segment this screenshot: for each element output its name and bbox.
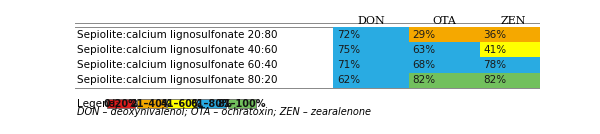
Text: 75%: 75% bbox=[337, 45, 360, 55]
Text: Sepiolite:calcium lignosulfonate 40:60: Sepiolite:calcium lignosulfonate 40:60 bbox=[77, 45, 278, 55]
Bar bbox=[409, 27, 479, 42]
Bar bbox=[333, 73, 409, 88]
Text: 81–100%: 81–100% bbox=[218, 99, 266, 109]
Text: ZEN: ZEN bbox=[500, 16, 526, 26]
Text: 0–20%: 0–20% bbox=[104, 99, 139, 109]
Bar bbox=[409, 57, 479, 73]
Text: Sepiolite:calcium lignosulfonate 80:20: Sepiolite:calcium lignosulfonate 80:20 bbox=[77, 75, 278, 85]
Bar bbox=[167, 99, 196, 108]
Text: OTA: OTA bbox=[432, 16, 456, 26]
Text: 68%: 68% bbox=[413, 60, 436, 70]
Bar bbox=[333, 57, 409, 73]
Bar bbox=[107, 99, 136, 108]
Text: Legend:: Legend: bbox=[77, 99, 119, 109]
Text: Sepiolite:calcium lignosulfonate 20:80: Sepiolite:calcium lignosulfonate 20:80 bbox=[77, 29, 278, 40]
Text: 29%: 29% bbox=[413, 29, 436, 40]
Bar bbox=[479, 73, 547, 88]
Bar bbox=[409, 42, 479, 57]
Bar bbox=[479, 57, 547, 73]
Bar bbox=[409, 73, 479, 88]
Bar bbox=[197, 99, 226, 108]
Text: 62%: 62% bbox=[337, 75, 360, 85]
Bar bbox=[479, 27, 547, 42]
Text: 41–60%: 41–60% bbox=[161, 99, 202, 109]
Bar bbox=[333, 42, 409, 57]
Text: 71%: 71% bbox=[337, 60, 360, 70]
Bar bbox=[479, 42, 547, 57]
Text: Sepiolite:calcium lignosulfonate 60:40: Sepiolite:calcium lignosulfonate 60:40 bbox=[77, 60, 278, 70]
Text: 61–80%: 61–80% bbox=[191, 99, 233, 109]
Text: 82%: 82% bbox=[413, 75, 436, 85]
Bar bbox=[137, 99, 166, 108]
Text: DON: DON bbox=[357, 16, 385, 26]
Text: 36%: 36% bbox=[483, 29, 506, 40]
Text: 72%: 72% bbox=[337, 29, 360, 40]
Text: 21–40%: 21–40% bbox=[130, 99, 172, 109]
Text: 63%: 63% bbox=[413, 45, 436, 55]
Text: 78%: 78% bbox=[483, 60, 506, 70]
Text: 41%: 41% bbox=[483, 45, 506, 55]
Bar bbox=[333, 27, 409, 42]
Text: DON – deoxynivalenol; OTA – ochratoxin; ZEN – zearalenone: DON – deoxynivalenol; OTA – ochratoxin; … bbox=[77, 107, 371, 117]
Bar bbox=[227, 99, 256, 108]
Text: 82%: 82% bbox=[483, 75, 506, 85]
